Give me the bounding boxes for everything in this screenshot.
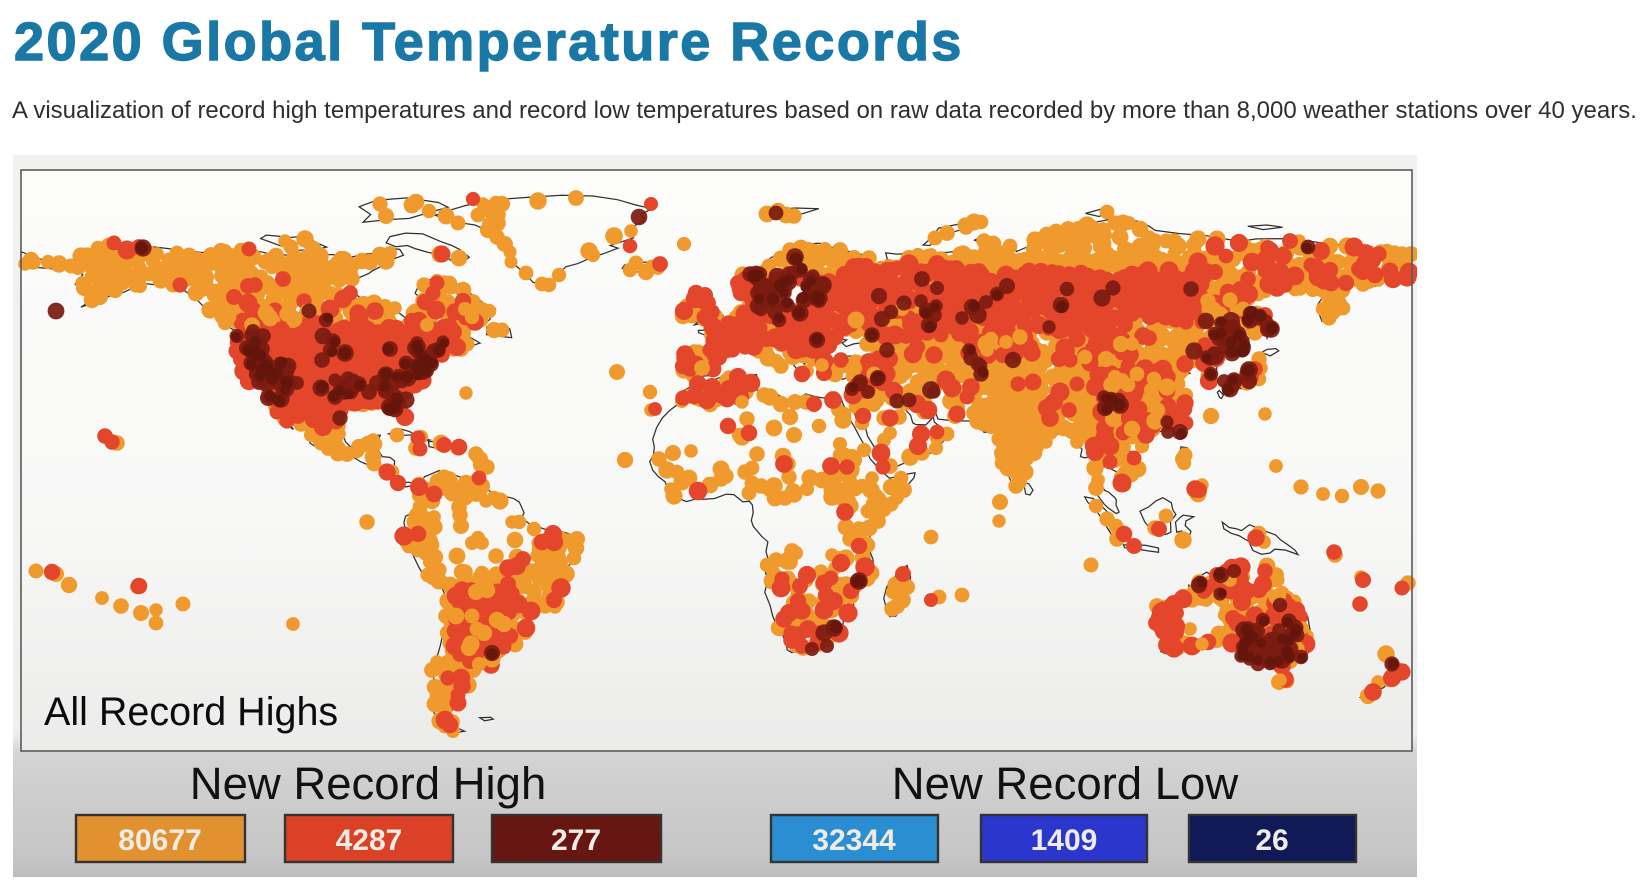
svg-text:4287: 4287 (336, 824, 403, 857)
svg-text:32344: 32344 (812, 824, 896, 857)
svg-text:New Record High: New Record High (190, 758, 547, 809)
svg-text:277: 277 (551, 824, 601, 857)
svg-text:New Record Low: New Record Low (892, 758, 1239, 809)
svg-text:26: 26 (1255, 824, 1288, 857)
svg-text:1409: 1409 (1031, 824, 1098, 857)
svg-text:All Record Highs: All Record Highs (44, 690, 338, 734)
svg-text:80677: 80677 (118, 824, 201, 857)
